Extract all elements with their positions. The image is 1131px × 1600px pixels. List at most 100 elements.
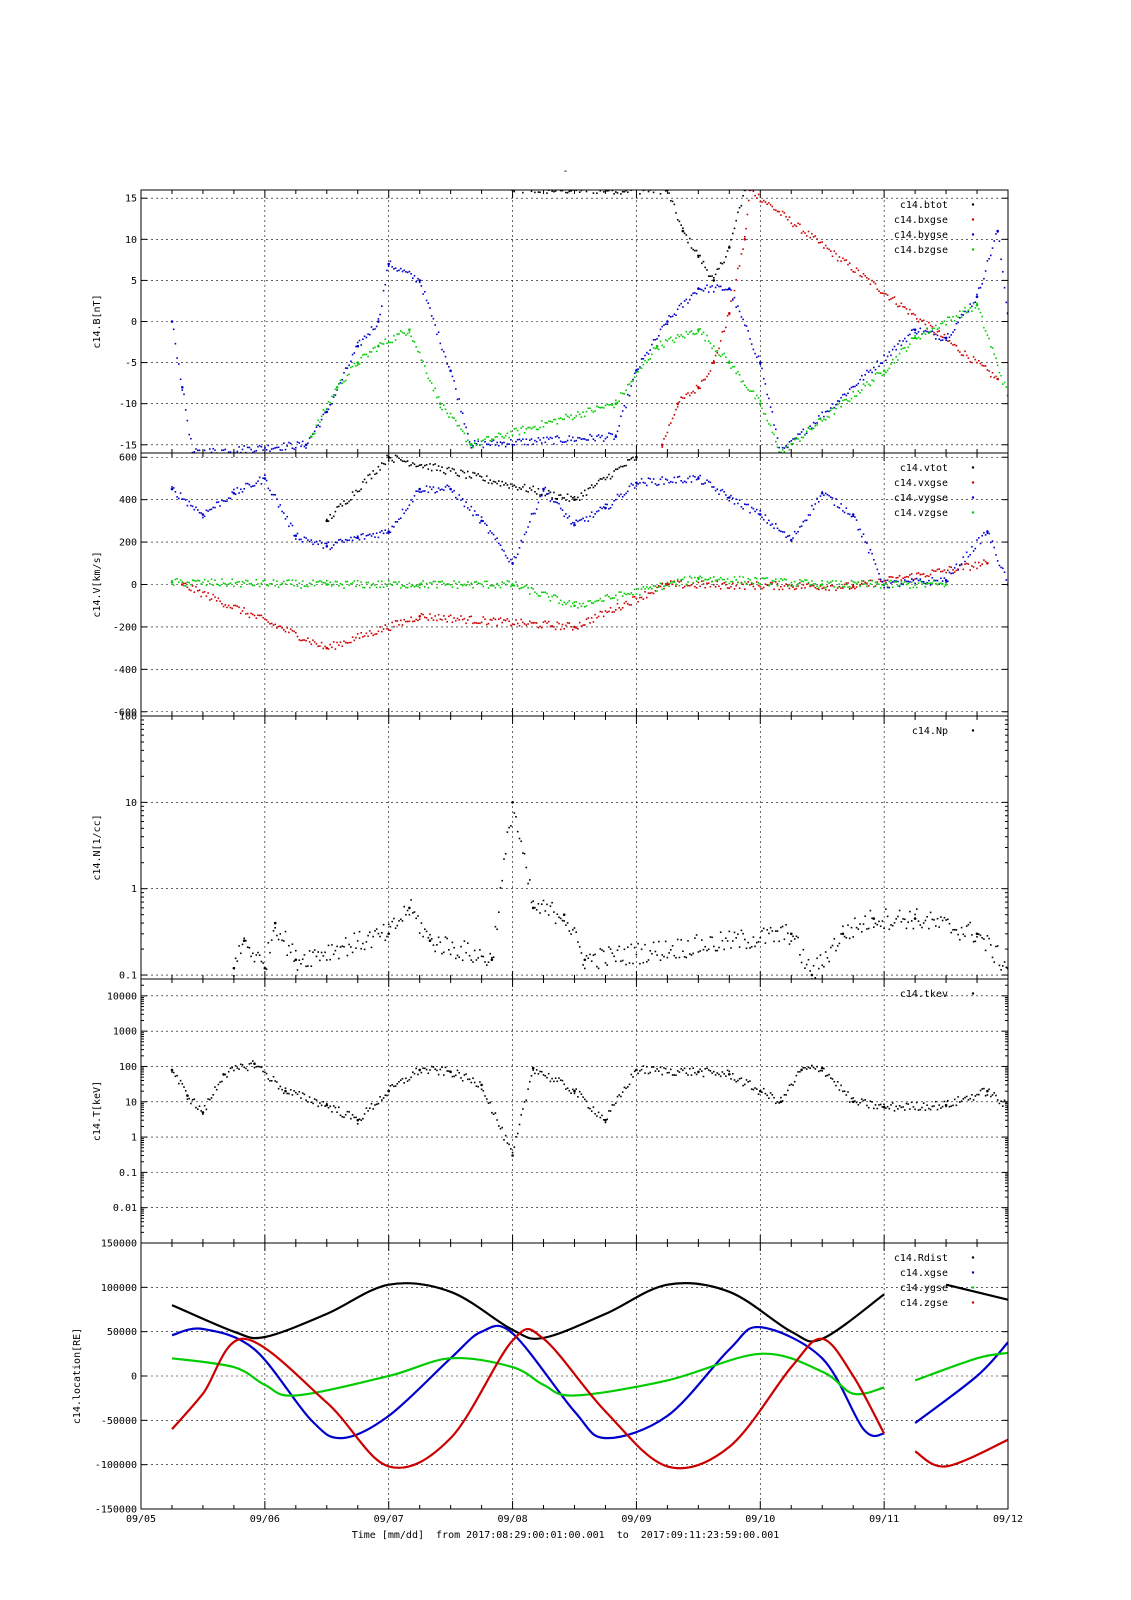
data-point-c14.tkev — [277, 1087, 280, 1090]
data-point-c14.vzgse — [859, 585, 861, 587]
data-point-c14.tkev — [953, 1098, 956, 1101]
x-tick-label: 09/08 — [498, 1514, 528, 1525]
data-point-c14.btot — [616, 192, 619, 194]
data-point-c14.bygse — [787, 446, 789, 449]
data-point-c14.bzgse — [544, 421, 547, 424]
data-point-c14.vxgse — [293, 630, 295, 633]
data-point-c14.Np — [804, 967, 806, 969]
data-point-c14.Np — [740, 929, 743, 932]
data-point-c14.bxgse — [718, 347, 720, 350]
data-point-c14.tkev — [618, 1094, 620, 1096]
data-point-c14.bxgse — [922, 319, 925, 322]
data-point-c14.vzgse — [812, 583, 815, 585]
data-point-c14.vxgse — [374, 633, 376, 636]
data-point-c14.tkev — [408, 1078, 411, 1081]
data-point-c14.tkev — [775, 1102, 777, 1105]
data-point-c14.vzgse — [725, 581, 727, 583]
data-point-c14.vzgse — [711, 580, 713, 583]
data-point-c14.bzgse — [570, 414, 572, 416]
data-point-c14.Np — [783, 938, 786, 941]
data-point-c14.vxgse — [845, 582, 848, 584]
data-point-c14.vygse — [197, 509, 199, 511]
data-point-c14.bxgse — [711, 362, 713, 364]
data-point-c14.vtot — [332, 515, 335, 518]
data-point-c14.Np — [353, 932, 356, 935]
data-point-c14.vzgse — [895, 581, 897, 583]
data-point-c14.btot — [697, 254, 700, 258]
data-point-c14.vygse — [878, 573, 880, 575]
data-point-c14.bzgse — [515, 427, 517, 430]
data-point-c14.btot — [584, 187, 586, 189]
data-point-c14.bzgse — [702, 331, 705, 334]
data-point-c14.vygse — [747, 503, 749, 506]
data-point-c14.Np — [773, 940, 775, 943]
data-point-c14.vxgse — [974, 561, 977, 564]
data-point-c14.vygse — [730, 494, 732, 497]
data-point-c14.Np — [568, 930, 571, 932]
data-point-c14.vygse — [971, 545, 973, 548]
data-point-c14.vzgse — [325, 583, 329, 586]
data-point-c14.tkev — [319, 1102, 321, 1104]
data-point-c14.vygse — [324, 542, 326, 545]
data-point-c14.vygse — [322, 547, 325, 549]
data-point-c14.Np — [983, 938, 985, 940]
data-point-c14.vzgse — [749, 579, 751, 581]
data-point-c14.vxgse — [363, 635, 366, 637]
data-point-c14.bxgse — [682, 397, 684, 399]
data-point-c14.vzgse — [226, 585, 228, 587]
data-point-c14.bxgse — [668, 424, 670, 426]
data-point-c14.tkev — [843, 1090, 846, 1092]
data-point-c14.Np — [418, 932, 421, 934]
data-point-c14.Np — [265, 968, 268, 971]
data-point-c14.vzgse — [308, 582, 311, 584]
data-point-c14.vxgse — [410, 616, 412, 619]
data-point-c14.Np — [883, 927, 885, 930]
data-point-c14.vxgse — [582, 624, 584, 626]
data-point-c14.tkev — [243, 1066, 245, 1069]
data-point-c14.vzgse — [718, 578, 720, 581]
data-point-c14.bygse — [370, 326, 373, 328]
data-point-c14.vxgse — [535, 622, 538, 624]
data-point-c14.vygse — [465, 501, 467, 503]
data-point-c14.Np — [233, 975, 235, 977]
data-point-c14.Np — [761, 930, 763, 932]
y-tick-label: 15 — [125, 194, 137, 205]
data-point-c14.tkev — [460, 1077, 462, 1079]
data-point-c14.bygse — [358, 339, 361, 342]
data-point-c14.vzgse — [577, 607, 579, 609]
data-point-c14.bygse — [847, 392, 849, 395]
data-point-c14.vygse — [587, 520, 590, 522]
data-point-c14.bxgse — [687, 392, 689, 394]
data-point-c14.vygse — [793, 530, 796, 533]
data-point-c14.bxgse — [747, 199, 750, 202]
data-point-c14.vzgse — [891, 586, 894, 589]
data-point-c14.vygse — [535, 508, 538, 510]
data-point-c14.vygse — [425, 485, 428, 487]
data-point-c14.bxgse — [733, 289, 736, 292]
data-point-c14.tkev — [221, 1080, 223, 1083]
data-point-c14.bxgse — [704, 378, 706, 381]
y-tick-label: -150000 — [95, 1505, 137, 1516]
data-point-c14.bygse — [981, 283, 983, 285]
data-point-c14.bygse — [238, 446, 240, 448]
data-point-c14.bxgse — [953, 343, 956, 346]
data-point-c14.tkev — [410, 1076, 412, 1079]
data-point-c14.Np — [279, 933, 282, 935]
data-point-c14.vtot — [441, 466, 443, 468]
data-point-c14.vzgse — [689, 575, 691, 578]
data-point-c14.vygse — [805, 519, 808, 522]
data-point-c14.Np — [463, 940, 466, 942]
data-point-c14.bxgse — [929, 324, 932, 327]
data-point-c14.bygse — [382, 289, 385, 292]
data-point-c14.vygse — [319, 540, 321, 542]
data-point-c14.Np — [830, 946, 832, 949]
data-point-c14.bzgse — [484, 438, 486, 440]
data-point-c14.bxgse — [857, 269, 860, 272]
data-point-c14.bzgse — [995, 357, 997, 360]
data-point-c14.btot — [545, 187, 547, 189]
data-point-c14.bygse — [768, 397, 770, 400]
data-point-c14.bygse — [520, 440, 522, 442]
data-point-c14.vygse — [172, 487, 175, 489]
data-point-c14.vzgse — [468, 584, 471, 586]
data-point-c14.bygse — [443, 350, 445, 353]
